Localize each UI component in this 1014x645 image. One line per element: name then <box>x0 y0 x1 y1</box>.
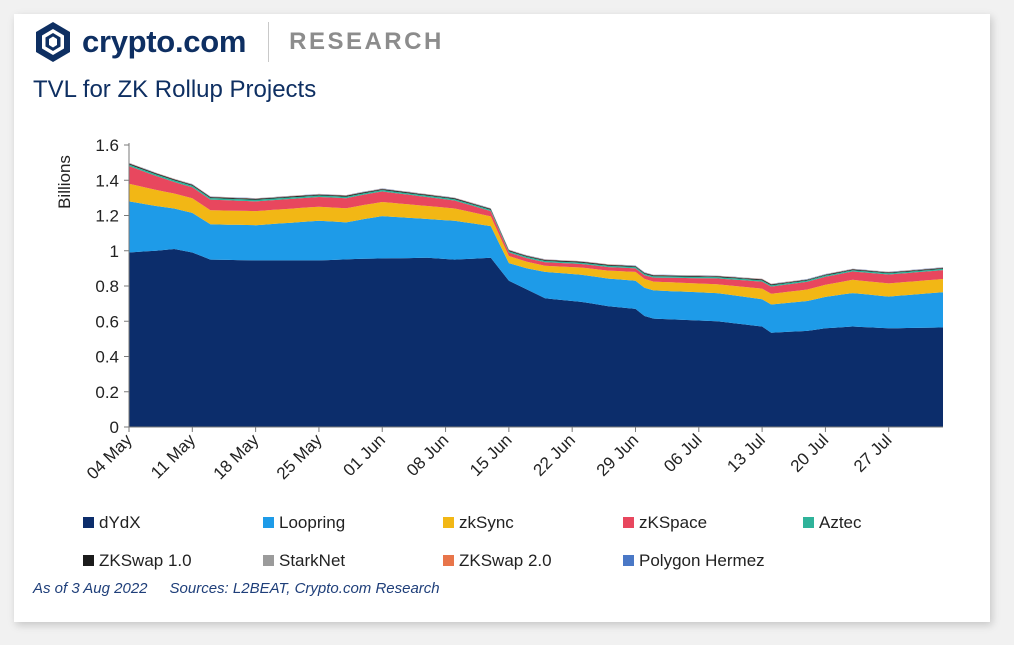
plot-area <box>129 162 943 427</box>
y-tick-label: 1.6 <box>95 136 119 155</box>
series-area-zksync <box>129 183 943 305</box>
legend-item: ZKSwap 1.0 <box>83 551 192 570</box>
legend-label: zKSpace <box>639 513 707 532</box>
x-tick-label: 22 Jun <box>529 430 579 480</box>
legend-label: dYdX <box>99 513 141 532</box>
legend-item: ZKSwap 2.0 <box>443 551 552 570</box>
x-tick-label: 06 Jul <box>660 430 706 476</box>
legend-swatch <box>803 517 814 528</box>
x-tick-label: 01 Jun <box>340 430 390 480</box>
legend-label: Aztec <box>819 513 862 532</box>
y-tick-label: 0.2 <box>95 383 119 402</box>
legend-label: zkSync <box>459 513 514 532</box>
chart-title: TVL for ZK Rollup Projects <box>33 76 317 103</box>
x-tick-label: 15 Jun <box>466 430 516 480</box>
legend-swatch <box>83 517 94 528</box>
legend-item: Loopring <box>263 513 345 532</box>
brand-wordmark: crypto.com <box>82 24 247 59</box>
legend-label: ZKSwap 1.0 <box>99 551 192 570</box>
y-tick-label: 1 <box>110 242 119 261</box>
series-area-dydx <box>129 249 943 427</box>
legend-label: Loopring <box>279 513 345 532</box>
x-tick-label: 13 Jul <box>723 430 769 476</box>
legend-swatch <box>443 517 454 528</box>
legend-label: StarkNet <box>279 551 345 570</box>
legend-item: Polygon Hermez <box>623 551 765 570</box>
x-tick-label: 08 Jun <box>403 430 453 480</box>
brand-section: RESEARCH <box>289 28 444 55</box>
x-tick-label: 20 Jul <box>787 430 833 476</box>
y-tick-label: 0 <box>110 418 119 437</box>
y-tick-label: 0.8 <box>95 277 119 296</box>
legend-item: zKSpace <box>623 513 707 532</box>
x-tick-label: 18 May <box>210 430 263 483</box>
legend-swatch <box>263 555 274 566</box>
series-area-loopring <box>129 201 943 333</box>
y-axis: 0 0.2 0.4 0.6 0.8 1 1.2 1.4 1.6 <box>95 136 130 437</box>
legend-swatch <box>623 555 634 566</box>
brand-divider <box>268 22 270 62</box>
legend-item: Aztec <box>803 513 862 532</box>
x-axis: 04 May 11 May 18 May 25 May 01 Jun 08 Jun 15 J… <box>83 426 943 483</box>
as-of-note: As of 3 Aug 2022 <box>33 580 148 597</box>
x-tick-label: 25 May <box>273 430 326 483</box>
sources-note: Sources: L2BEAT, Crypto.com Research <box>169 580 440 597</box>
x-tick-label: 27 Jul <box>850 430 896 476</box>
x-tick-label: 29 Jun <box>593 430 643 480</box>
brand-header: crypto.com RESEARCH <box>34 20 444 64</box>
legend-item: zkSync <box>443 513 514 532</box>
y-tick-label: 0.6 <box>95 312 119 331</box>
legend-swatch <box>263 517 274 528</box>
legend-swatch <box>83 555 94 566</box>
x-tick-label: 11 May <box>147 430 199 482</box>
footer: As of 3 Aug 2022 Sources: L2BEAT, Crypto.… <box>33 580 440 597</box>
legend-swatch <box>443 555 454 566</box>
legend-swatch <box>623 517 634 528</box>
y-tick-label: 1.4 <box>95 171 119 190</box>
legend-item: dYdX <box>83 513 141 532</box>
legend-label: ZKSwap 2.0 <box>459 551 552 570</box>
y-tick-label: 0.4 <box>95 348 119 367</box>
legend-item: StarkNet <box>263 551 345 570</box>
x-tick-label: 04 May <box>83 430 136 483</box>
legend: dYdX Loopring zkSync zKSpace Aztec ZKSwap 1.0… <box>83 513 862 570</box>
series-area-zkspace <box>129 166 943 294</box>
legend-label: Polygon Hermez <box>639 551 765 570</box>
y-tick-label: 1.2 <box>95 207 119 226</box>
y-axis-label: Billions <box>55 155 74 209</box>
crypto-com-shield-icon <box>36 22 70 62</box>
